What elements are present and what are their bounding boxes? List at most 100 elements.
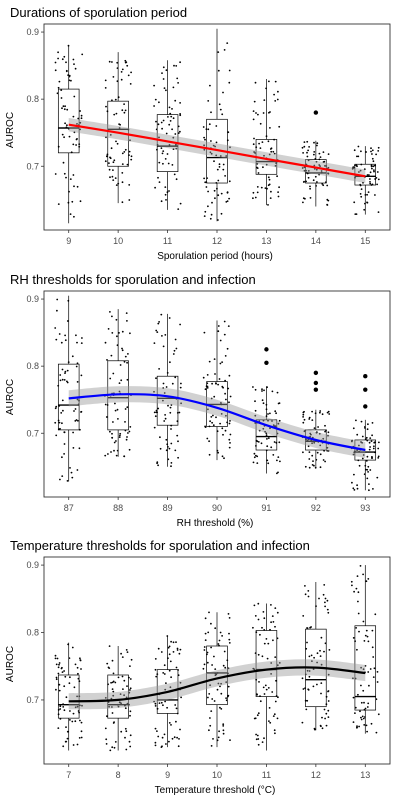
data-point [214,668,217,670]
data-point [209,217,212,220]
data-point [257,113,259,116]
data-point [215,154,218,157]
data-point [228,446,231,449]
data-point [111,712,114,714]
data-point [369,182,372,185]
data-point [61,422,63,425]
data-point [168,123,171,126]
data-point [109,134,112,136]
data-point [162,150,165,153]
outlier-point [363,387,368,392]
data-point [60,97,63,99]
y-tick-label: 0.7 [26,161,39,171]
data-point [266,438,268,440]
data-point [176,77,179,80]
data-point [117,676,120,679]
data-point [365,151,367,153]
data-point [353,149,356,152]
data-point [61,107,63,110]
jitter-points [301,140,330,206]
data-point [55,405,58,408]
data-point [173,64,175,67]
data-point [278,402,281,404]
data-point [63,172,66,175]
data-point [108,168,111,171]
data-point [59,379,62,382]
data-point [63,443,66,445]
data-point [370,722,373,725]
data-point [214,145,217,148]
data-point [308,670,311,672]
data-point [126,406,129,409]
data-point [328,649,331,651]
data-point [118,390,121,393]
data-point [229,420,231,422]
data-point [210,213,213,216]
data-point [62,745,65,748]
data-point [79,428,81,431]
y-axis-label: AUROC [5,646,16,682]
data-point [62,161,65,164]
data-point [209,717,211,719]
data-point [327,153,330,156]
y-tick-label: 0.8 [26,361,39,371]
data-point [263,737,265,740]
data-point [129,678,132,680]
data-point [215,382,217,384]
data-point [313,164,316,167]
data-point [121,349,124,352]
data-point [316,451,319,454]
data-point [72,447,75,449]
data-point [274,700,277,703]
data-point [253,137,255,140]
data-point [358,630,360,633]
data-point [55,688,57,691]
data-point [263,389,265,392]
box-iqr [57,674,80,719]
data-point [273,713,276,716]
data-point [311,419,314,421]
data-point [104,403,107,406]
data-point [179,648,182,651]
data-point [262,611,265,613]
data-point [366,477,369,480]
data-point [254,388,257,391]
data-point [179,728,181,731]
data-point [302,615,305,617]
data-point [312,668,315,670]
data-point [209,84,211,87]
data-point [204,388,207,391]
data-point [355,419,357,422]
data-point [169,660,172,663]
data-point [302,152,304,154]
data-point [73,686,76,689]
data-point [327,450,330,452]
data-point [172,641,175,644]
data-point [318,597,320,600]
data-point [75,144,77,146]
data-point [77,672,79,675]
data-point [78,737,81,739]
data-point [75,334,77,337]
data-point [252,143,255,146]
outlier-point [313,380,319,386]
y-tick-label: 0.9 [26,27,39,37]
data-point [210,646,213,649]
data-point [373,170,375,173]
data-point [164,158,167,160]
data-point [125,730,128,733]
data-point [113,721,115,723]
data-point [207,408,209,411]
data-point [154,744,157,747]
data-point [305,708,308,711]
data-point [221,361,224,363]
data-point [327,410,330,413]
data-point [214,627,217,630]
data-point [55,676,58,679]
data-point [302,416,304,418]
outlier-point [313,110,319,115]
data-point [360,716,362,719]
data-point [365,436,368,439]
data-point [213,655,215,658]
data-point [158,161,161,164]
